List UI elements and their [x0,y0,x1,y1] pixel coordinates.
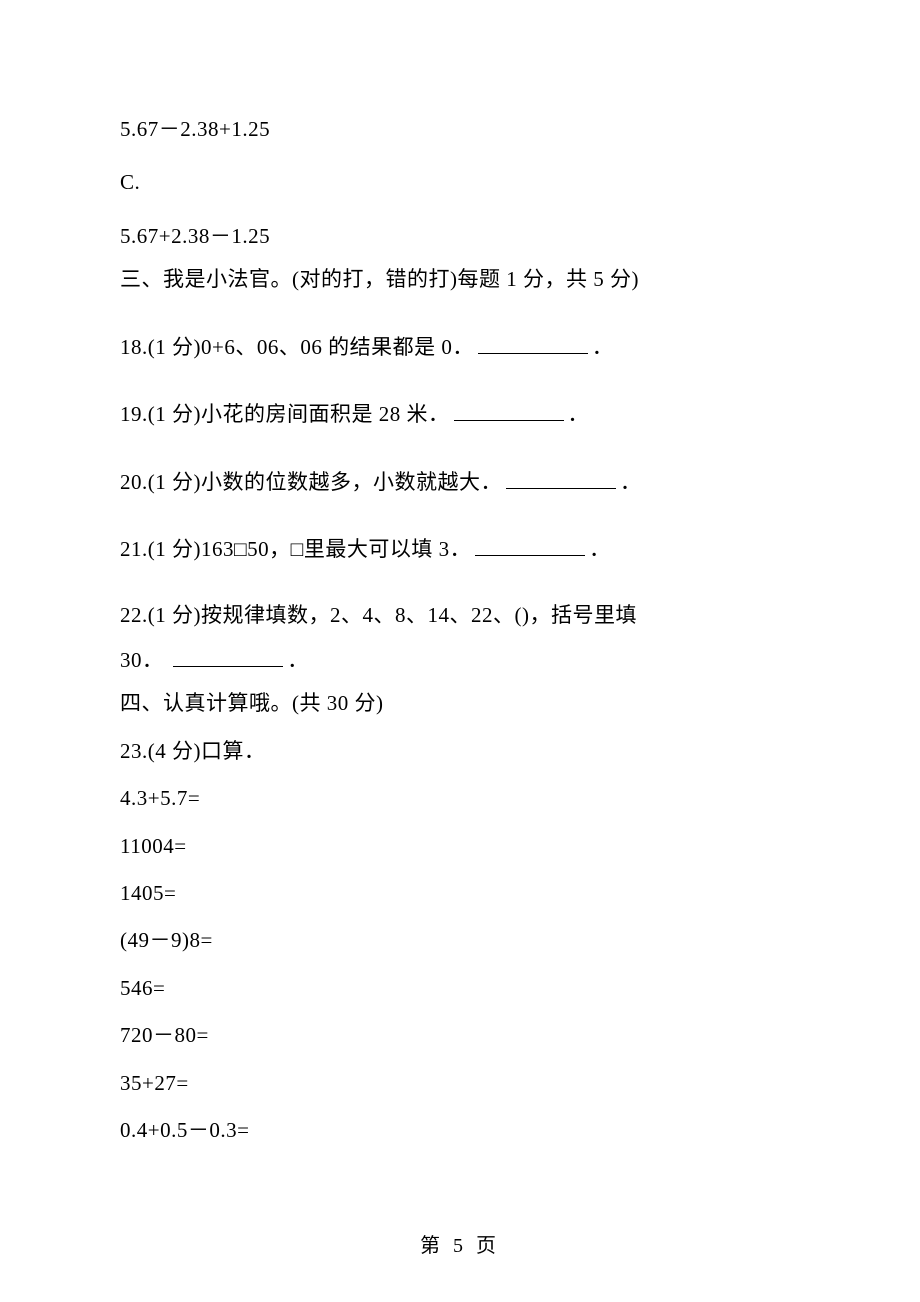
calc-line: 546= [120,974,800,1003]
expression-line: 5.67+2.38－1.25 [120,222,800,251]
question-20: 20.(1 分)小数的位数越多，小数就越大． ． [120,466,800,497]
page-number: 第 5 页 [0,1229,920,1258]
fill-blank[interactable] [475,533,585,556]
period: ． [589,537,611,561]
expression-line: 5.67－2.38+1.25 [120,115,800,144]
question-21: 21.(1 分)163□50，□里最大可以填 3． ． [120,533,800,564]
question-18: 18.(1 分)0+6、06、06 的结果都是 0． ． [120,331,800,362]
period: ． [620,470,642,494]
section-title-3: 三、我是小法官。(对的打，错的打)每题 1 分，共 5 分) [120,265,800,294]
fill-blank[interactable] [454,398,564,421]
calc-line: 11004= [120,832,800,861]
period: ． [568,402,590,426]
question-text: 18.(1 分)0+6、06、06 的结果都是 0． [120,335,474,359]
question-text: 21.(1 分)163□50，□里最大可以填 3． [120,537,471,561]
page-content: 5.67－2.38+1.25 C. 5.67+2.38－1.25 三、我是小法官… [0,0,920,1145]
calc-line: 4.3+5.7= [120,784,800,813]
question-19: 19.(1 分)小花的房间面积是 28 米． ． [120,398,800,429]
period: ． [592,335,614,359]
calc-line: 35+27= [120,1069,800,1098]
question-text: 19.(1 分)小花的房间面积是 28 米． [120,402,450,426]
calc-line: (49－9)8= [120,926,800,955]
question-22-line1: 22.(1 分)按规律填数，2、4、8、14、22、()，括号里填 [120,601,800,630]
calc-line: 0.4+0.5－0.3= [120,1116,800,1145]
section-title-4: 四、认真计算哦。(共 30 分) [120,689,800,718]
question-text: 20.(1 分)小数的位数越多，小数就越大． [120,470,502,494]
calc-line: 1405= [120,879,800,908]
question-23: 23.(4 分)口算． [120,737,800,766]
fill-blank[interactable] [173,644,283,667]
question-22-line2: 30． ． [120,644,800,675]
option-label-c: C. [120,168,800,197]
question-text: 30． [120,648,164,672]
calc-line: 720－80= [120,1021,800,1050]
fill-blank[interactable] [478,331,588,354]
period: ． [287,648,309,672]
fill-blank[interactable] [506,466,616,489]
